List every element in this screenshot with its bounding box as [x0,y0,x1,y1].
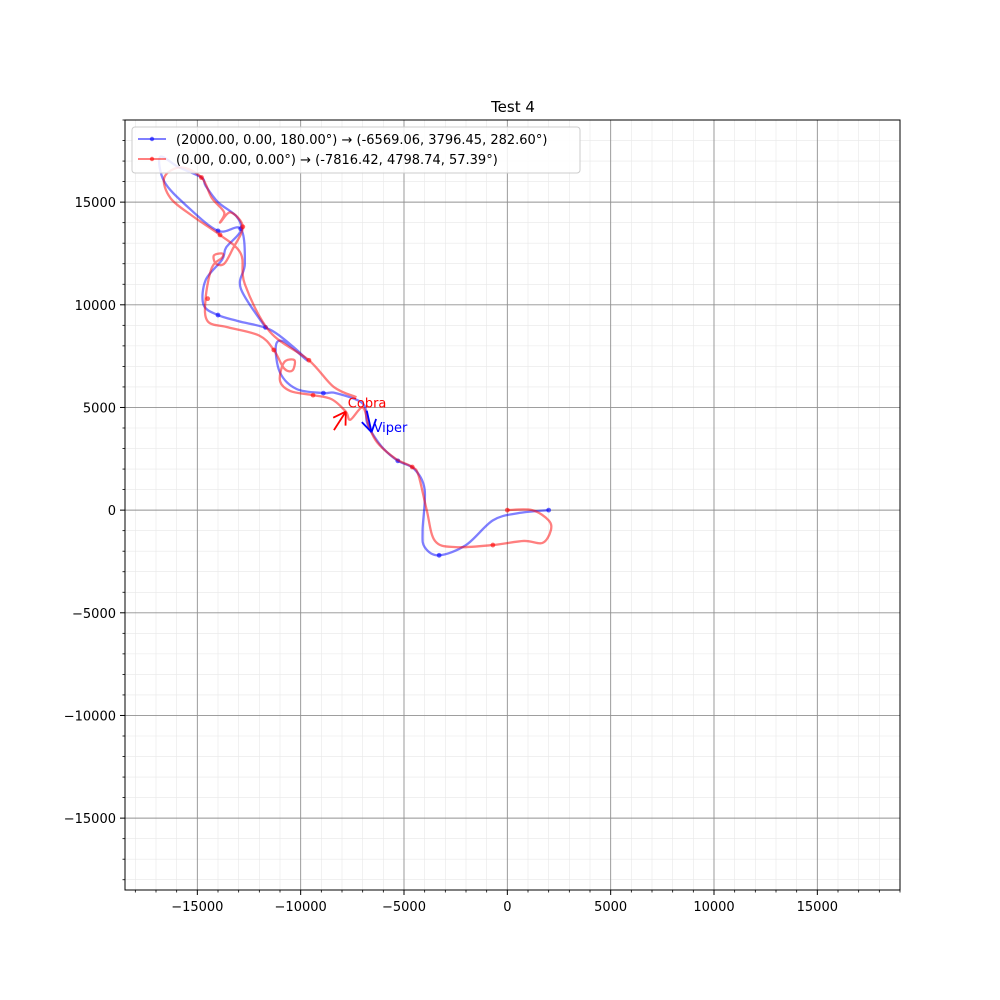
y-tick-label: −5000 [72,607,116,622]
annotation-layer: Viper Cobra [332,397,408,436]
x-tick-label: −10000 [275,900,327,915]
trajectory-marker-viper [215,312,221,318]
trajectory-line-cobra [162,166,553,549]
trajectory-marker-cobra [310,392,316,398]
trajectory-marker-cobra [199,175,204,180]
trajectory-marker-cobra [409,464,415,470]
trajectory-marker-viper [321,390,326,396]
heading-arrowhead-cobra [332,410,347,419]
aircraft-label-viper: Viper [374,421,408,436]
y-tick-label: 5000 [83,401,116,416]
legend: (2000.00, 0.00, 180.00°) → (-6569.06, 37… [131,126,581,174]
y-tick-label: 10000 [75,299,116,314]
x-tick-label: 10000 [693,900,734,915]
trajectory-marker-cobra [490,542,496,548]
plot-frame [124,119,901,891]
trajectory-marker-cobra [271,347,277,353]
trajectory-marker-viper [546,507,552,513]
y-tick-label: −10000 [64,709,116,724]
trajectory-marker-cobra [240,224,246,230]
trajectory-marker-cobra [217,232,223,238]
legend-label-viper: (2000.00, 0.00, 180.00°) → (-6569.06, 37… [176,133,547,148]
y-tick-label: 15000 [75,196,116,211]
trajectory-marker-cobra [504,507,510,513]
trajectory-marker-viper [436,552,442,558]
x-tick-label: 5000 [594,900,627,915]
x-tick-label: −15000 [171,900,223,915]
chart-title: Test 4 [490,98,535,116]
legend-label-cobra: (0.00, 0.00, 0.00°) → (-7816.42, 4798.74… [176,153,498,168]
aircraft-label-cobra: Cobra [348,397,387,412]
y-tick-label: 0 [108,504,116,519]
legend-box [131,126,581,174]
heading-arrowhead-viper [370,418,377,433]
x-tick-label: 0 [503,900,511,915]
trajectory-marker-cobra [205,296,211,302]
heading-arrowhead-viper [361,421,373,433]
legend-marker-cobra [149,156,155,162]
legend-marker-viper [149,136,155,142]
x-tick-label: −5000 [382,900,426,915]
trajectory-marker-cobra [306,357,312,363]
heading-arrow-viper [365,410,373,433]
axes-layer: −15000 −10000 −5000 0 5000 10000 15000 −15000 −1… [64,119,901,915]
x-tick-label: 15000 [797,900,838,915]
y-tick-label: −15000 [64,812,116,827]
heading-arrow-cobra [333,411,347,431]
